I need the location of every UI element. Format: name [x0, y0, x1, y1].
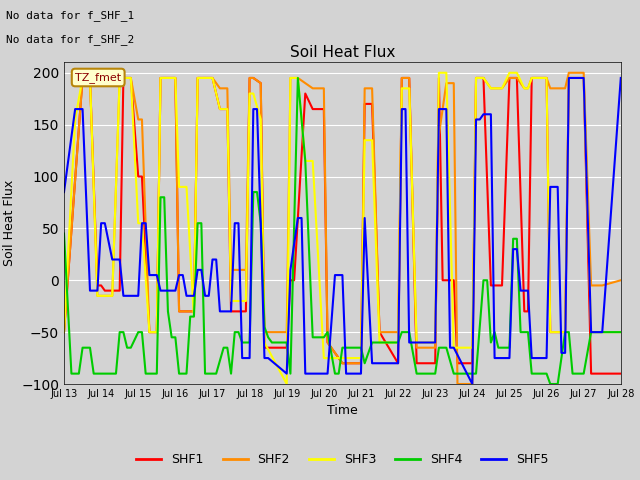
- SHF2: [528, 75, 536, 81]
- SHF2: [60, 329, 68, 335]
- SHF3: [97, 293, 105, 299]
- SHF1: [291, 277, 298, 283]
- SHF1: [617, 371, 625, 376]
- SHF1: [60, 329, 68, 335]
- SHF1: [116, 288, 124, 293]
- SHF1: [227, 309, 235, 314]
- SHF4: [60, 231, 68, 237]
- SHF4: [617, 329, 625, 335]
- SHF5: [175, 272, 183, 278]
- SHF5: [253, 106, 261, 112]
- SHF3: [435, 70, 443, 76]
- SHF3: [294, 75, 301, 81]
- SHF1: [498, 283, 506, 288]
- SHF4: [127, 345, 134, 350]
- SHF2: [287, 75, 294, 81]
- Text: No data for f_SHF_2: No data for f_SHF_2: [6, 34, 134, 45]
- SHF5: [145, 272, 153, 278]
- SHF1: [79, 75, 86, 81]
- SHF2: [617, 277, 625, 283]
- SHF5: [468, 381, 476, 387]
- SHF5: [298, 215, 305, 221]
- Line: SHF1: SHF1: [64, 78, 621, 373]
- SHF1: [588, 371, 595, 376]
- SHF3: [287, 75, 294, 81]
- SHF3: [506, 70, 513, 76]
- SHF5: [201, 293, 209, 299]
- SHF4: [194, 220, 202, 226]
- Line: SHF5: SHF5: [64, 78, 621, 384]
- Title: Soil Heat Flux: Soil Heat Flux: [290, 45, 395, 60]
- Legend: SHF1, SHF2, SHF3, SHF4, SHF5: SHF1, SHF2, SHF3, SHF4, SHF5: [131, 448, 554, 471]
- SHF5: [565, 75, 573, 81]
- SHF5: [506, 355, 513, 361]
- SHF2: [565, 70, 573, 76]
- SHF3: [216, 106, 224, 112]
- SHF2: [339, 360, 346, 366]
- Y-axis label: Soil Heat Flux: Soil Heat Flux: [3, 180, 15, 266]
- SHF4: [547, 381, 554, 387]
- Line: SHF3: SHF3: [64, 73, 621, 384]
- SHF2: [454, 381, 461, 387]
- Line: SHF4: SHF4: [64, 78, 621, 384]
- SHF3: [182, 184, 190, 190]
- SHF3: [617, 329, 625, 335]
- SHF5: [60, 189, 68, 195]
- SHF1: [194, 75, 202, 81]
- Text: No data for f_SHF_1: No data for f_SHF_1: [6, 10, 134, 21]
- SHF4: [431, 371, 439, 376]
- SHF4: [588, 329, 595, 335]
- SHF2: [223, 85, 231, 91]
- SHF2: [190, 309, 198, 314]
- X-axis label: Time: Time: [327, 405, 358, 418]
- Text: TZ_fmet: TZ_fmet: [75, 72, 121, 83]
- SHF4: [516, 329, 524, 335]
- SHF3: [283, 381, 291, 387]
- SHF1: [301, 91, 309, 96]
- Line: SHF2: SHF2: [64, 73, 621, 384]
- SHF5: [617, 75, 625, 81]
- SHF4: [509, 236, 517, 241]
- SHF3: [60, 329, 68, 335]
- SHF4: [294, 75, 301, 81]
- SHF2: [588, 283, 595, 288]
